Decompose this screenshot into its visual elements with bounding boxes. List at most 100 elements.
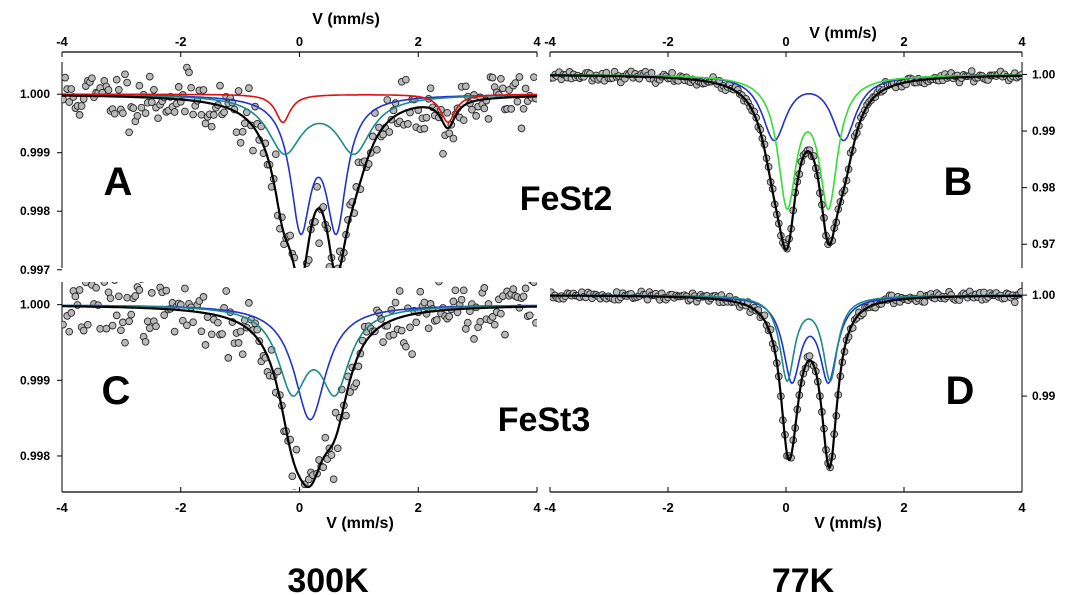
- sample-label: FeSt2: [520, 180, 613, 218]
- data-point: [110, 109, 119, 118]
- data-point: [170, 327, 179, 336]
- data-point: [470, 335, 478, 343]
- data-point: [127, 310, 136, 319]
- x-tick-label: 4: [533, 500, 541, 515]
- data-point: [422, 113, 431, 122]
- data-point: [62, 73, 69, 82]
- data-point: [511, 79, 520, 87]
- fit-component-1: [62, 94, 537, 236]
- data-point: [501, 330, 509, 339]
- data-point: [271, 150, 280, 159]
- data-point: [199, 86, 208, 94]
- data-point: [292, 489, 297, 490]
- data-point: [457, 295, 466, 304]
- data-point: [197, 327, 206, 336]
- fit-component-2: [62, 304, 537, 397]
- data-point: [435, 282, 443, 286]
- panel-letter: D: [946, 369, 975, 413]
- data-point: [530, 282, 537, 286]
- data-point: [234, 87, 243, 95]
- data-point: [459, 286, 468, 295]
- data-point: [185, 68, 193, 77]
- data-point: [480, 104, 489, 113]
- data-point: [333, 444, 342, 453]
- data-point: [137, 103, 146, 112]
- data-point: [293, 277, 300, 284]
- data-point: [245, 84, 253, 92]
- x-tick-label: 2: [415, 34, 422, 49]
- data-point: [406, 323, 414, 332]
- data-point: [71, 292, 80, 301]
- data-point: [967, 67, 976, 75]
- x-tick-label: -2: [175, 34, 187, 49]
- data-point: [330, 284, 337, 291]
- x-tick-label: 0: [782, 34, 789, 49]
- data-point: [805, 352, 814, 360]
- data-point: [213, 274, 220, 281]
- x-tick-label: 0: [296, 34, 303, 49]
- data-point: [216, 81, 224, 90]
- x-tick-label: -4: [56, 500, 68, 515]
- fit-total-curve: [550, 74, 1022, 252]
- data-point: [515, 73, 524, 81]
- data-point: [199, 293, 208, 301]
- data-point: [224, 354, 233, 362]
- data-point: [463, 318, 472, 327]
- data-point: [286, 231, 295, 240]
- data-point: [299, 279, 306, 286]
- x-tick-label: 0: [296, 500, 303, 515]
- y-tick-label: 0.98: [1032, 181, 1056, 195]
- data-point: [65, 98, 74, 106]
- data-point: [220, 108, 228, 117]
- data-point: [160, 311, 169, 319]
- panel-a: 0.997 0.998 0.999 1.000 A FeSt2: [20, 62, 613, 291]
- x-axis-d: -4 -2 0 2 4 V (mm/s): [544, 487, 1026, 532]
- data-point: [206, 270, 213, 277]
- data-point: [201, 341, 210, 349]
- data-point: [133, 111, 142, 120]
- data-point: [420, 124, 429, 133]
- data-point: [201, 119, 210, 128]
- fit-component-3: [62, 93, 537, 124]
- data-point: [183, 321, 191, 330]
- data-point: [83, 320, 92, 329]
- data-point: [319, 203, 328, 211]
- plot-area: [62, 63, 537, 291]
- data-point: [129, 104, 138, 112]
- data-point: [519, 292, 528, 301]
- y-tick-label: 0.99: [1032, 124, 1056, 138]
- data-point: [238, 127, 247, 136]
- panel-c: 0.998 0.999 1.000 C FeSt3: [20, 270, 590, 490]
- data-point: [102, 324, 111, 333]
- y-tick-label: 0.99: [1032, 389, 1056, 403]
- data-point: [321, 433, 330, 442]
- data-point: [207, 122, 216, 131]
- data-point: [497, 74, 505, 83]
- data-point: [509, 285, 518, 293]
- x-tick-label: -2: [662, 34, 674, 49]
- data-point: [249, 146, 257, 155]
- data-point: [412, 318, 421, 327]
- x-tick-label: -2: [175, 500, 187, 515]
- data-point: [114, 292, 123, 301]
- y-tick-label: 1.000: [20, 87, 50, 101]
- data-point: [108, 321, 117, 330]
- data-point: [119, 318, 127, 327]
- data-point: [189, 318, 197, 327]
- panel-letter: C: [102, 369, 131, 413]
- x-axis-a: -4 -2 0 2 4 V (mm/s): [56, 11, 541, 57]
- data-point: [298, 489, 303, 490]
- data-point: [88, 74, 96, 83]
- y-tick-label: 0.998: [20, 449, 50, 463]
- data-point: [238, 350, 247, 359]
- data-point: [112, 75, 121, 84]
- data-point: [468, 105, 476, 114]
- data-point: [174, 83, 183, 91]
- data-point: [292, 445, 301, 454]
- data-point: [352, 379, 361, 387]
- data-point: [416, 287, 425, 296]
- data-point: [67, 85, 76, 93]
- data-point: [162, 286, 171, 295]
- data-point: [234, 339, 243, 347]
